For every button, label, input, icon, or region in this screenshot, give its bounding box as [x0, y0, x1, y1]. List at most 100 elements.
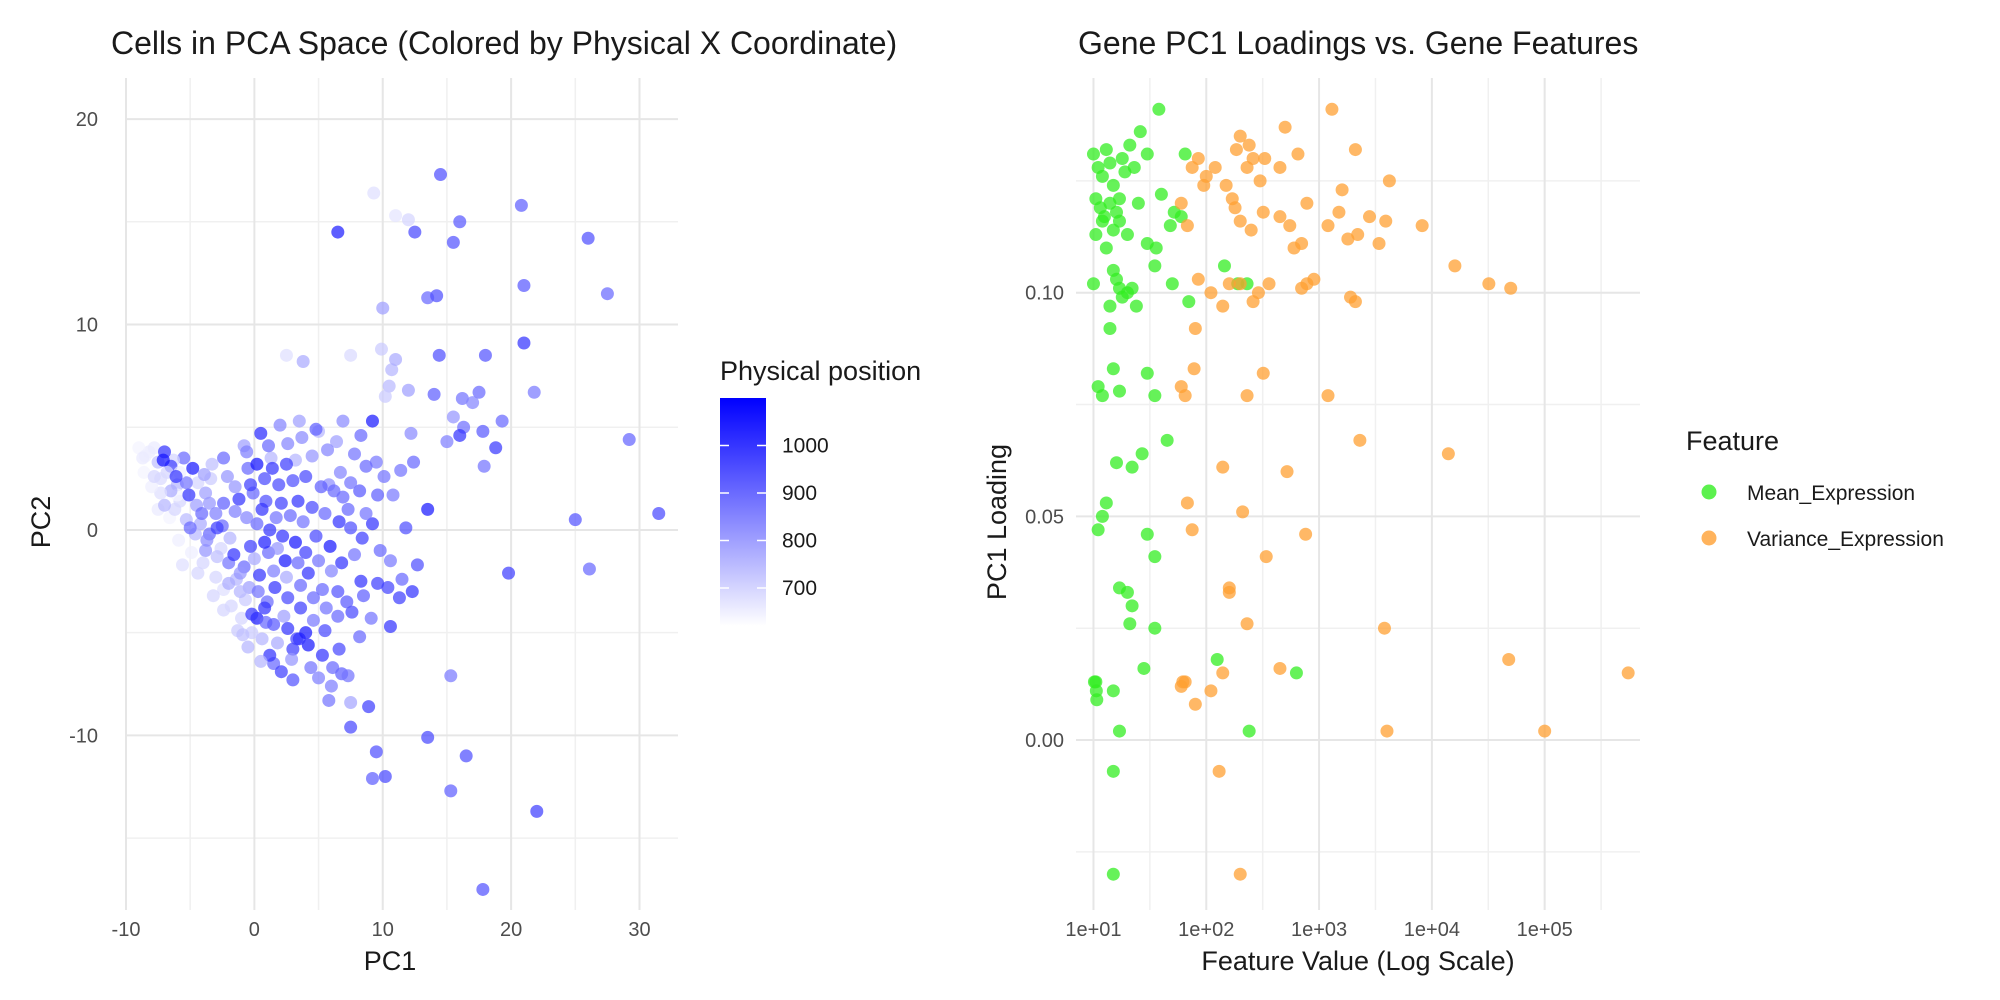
data-point [235, 611, 249, 625]
data-point [446, 235, 460, 249]
data-point [210, 550, 224, 564]
data-point [1291, 147, 1305, 161]
data-point [158, 498, 172, 512]
data-point [322, 693, 336, 707]
data-point [344, 696, 358, 710]
data-point [472, 385, 486, 399]
data-point [1441, 447, 1455, 461]
data-point [1321, 389, 1335, 403]
data-point [394, 463, 408, 477]
data-point [600, 287, 614, 301]
data-point [1219, 178, 1233, 192]
data-point [281, 591, 295, 605]
data-point [228, 480, 242, 494]
data-point [1236, 505, 1250, 519]
data-point [1240, 389, 1254, 403]
data-point [291, 494, 305, 508]
data-point [408, 225, 422, 239]
data-point [568, 513, 582, 527]
data-point [217, 496, 231, 510]
data-point [1180, 496, 1194, 510]
data-point [1363, 210, 1377, 224]
data-point [1133, 125, 1147, 139]
right-x-tick-label: 1e+04 [1404, 919, 1460, 941]
data-point [1099, 241, 1113, 255]
data-point [292, 414, 306, 428]
data-point [1099, 496, 1113, 510]
data-point [1321, 219, 1335, 233]
data-point [250, 457, 264, 471]
data-point [1086, 277, 1100, 291]
data-point [1154, 187, 1168, 201]
data-point [222, 576, 236, 590]
data-point [264, 451, 278, 465]
left-y-axis-label: PC2 [26, 496, 56, 549]
data-point [1348, 295, 1362, 309]
data-point [315, 648, 329, 662]
data-point [1103, 321, 1117, 335]
data-point [333, 465, 347, 479]
data-point [1216, 460, 1230, 474]
data-point [244, 539, 258, 553]
data-point [1149, 241, 1163, 255]
data-point [1332, 205, 1346, 219]
data-point [401, 213, 415, 227]
data-point [1148, 389, 1162, 403]
right-y-tick-label: 0.05 [1025, 506, 1064, 528]
data-point [1106, 764, 1120, 778]
data-point [228, 504, 242, 518]
data-point [240, 445, 254, 459]
color-scale-legend: Physical position 700 800 900 1000 [720, 356, 921, 626]
data-point [210, 521, 224, 535]
data-point [1253, 174, 1267, 188]
data-point [270, 636, 284, 650]
data-point [285, 652, 299, 666]
feature-legend: Feature Mean_Expression Variance_Expressi… [1686, 426, 1944, 551]
data-point [1307, 272, 1321, 286]
data-point [168, 502, 182, 516]
data-point [1273, 661, 1287, 675]
data-point [1140, 527, 1154, 541]
data-point [1621, 666, 1635, 680]
data-point [263, 523, 277, 537]
data-point [359, 507, 373, 521]
data-point [382, 379, 396, 393]
data-point [476, 424, 490, 438]
data-point [299, 626, 313, 640]
data-point [183, 521, 197, 535]
data-point [175, 558, 189, 572]
data-point [240, 511, 254, 525]
legend-item: Mean_Expression [1701, 482, 1915, 505]
data-point [1187, 362, 1201, 376]
data-point [373, 543, 387, 557]
data-point [273, 418, 287, 432]
data-point [304, 661, 318, 675]
right-y-axis-label: PC1 Loading [982, 444, 1012, 600]
data-point [169, 470, 183, 484]
data-point [268, 580, 282, 594]
data-point [296, 354, 310, 368]
data-point [364, 611, 378, 625]
data-point [321, 443, 335, 457]
data-point [1115, 152, 1129, 166]
data-point [245, 607, 259, 621]
data-point [344, 476, 358, 490]
legend-swatch [1701, 530, 1717, 546]
data-point [258, 472, 272, 486]
data-point [227, 548, 241, 562]
data-point [1448, 259, 1462, 273]
color-scale-tick-label: 700 [782, 577, 817, 600]
data-point [244, 478, 258, 492]
data-point [395, 572, 409, 586]
data-point [1208, 160, 1222, 174]
data-point [1095, 509, 1109, 523]
data-point [1233, 277, 1247, 291]
left-y-tick-label: -10 [69, 725, 98, 747]
data-point [327, 484, 341, 498]
data-point [196, 556, 210, 570]
data-point [362, 700, 376, 714]
data-point [1178, 147, 1192, 161]
right-x-tick-label: 1e+03 [1291, 919, 1347, 941]
data-point [209, 507, 223, 521]
data-point [137, 465, 151, 479]
